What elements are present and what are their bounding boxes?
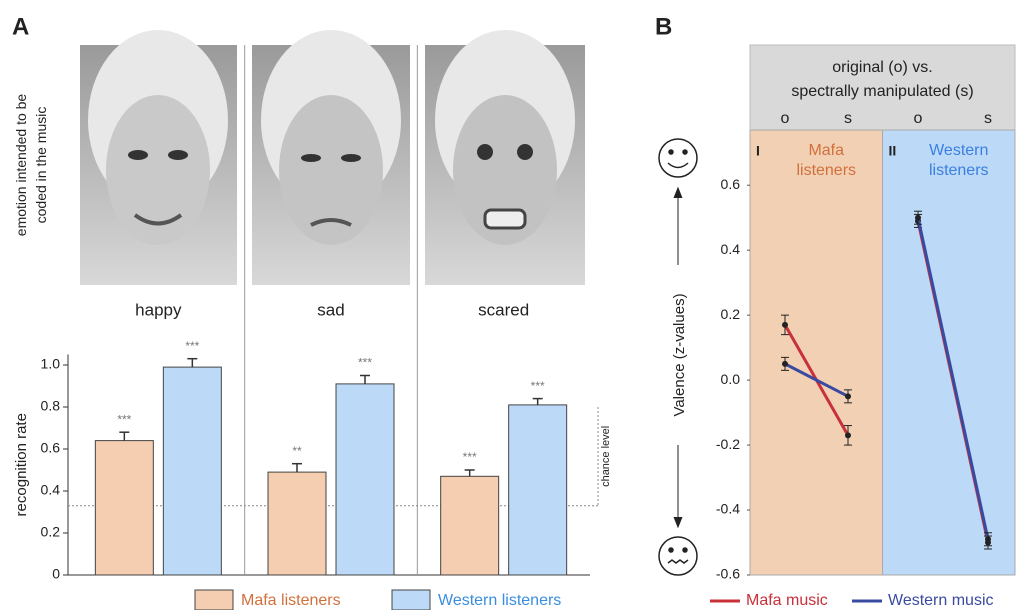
- y-tick-label: 0.8: [41, 398, 61, 414]
- point: [845, 432, 851, 439]
- y-tick-label: -0.6: [716, 566, 740, 582]
- bar: [440, 475, 500, 576]
- panel-title: listeners: [929, 162, 989, 179]
- x-tick-label: s: [984, 110, 992, 127]
- x-tick-label: o: [781, 110, 790, 127]
- header-text: original (o) vs.: [832, 59, 932, 76]
- top-label-line: emotion intended to be: [13, 94, 29, 237]
- valence-arrow: [673, 186, 683, 529]
- y-axis-label: Valence (z-values): [671, 293, 688, 416]
- panel-bg: [749, 129, 883, 576]
- significance: ***: [463, 450, 477, 464]
- smiley-unhappy: [658, 536, 698, 576]
- y-tick-label: 0.6: [41, 440, 61, 456]
- significance: ***: [117, 412, 131, 426]
- bar: [335, 383, 395, 576]
- point: [845, 393, 851, 400]
- category-label: sad: [317, 300, 344, 319]
- x-tick-label: o: [914, 110, 923, 127]
- significance: ***: [358, 356, 372, 370]
- legend-label: Mafa music: [746, 592, 828, 609]
- smiley-happy: [658, 138, 698, 178]
- point: [985, 536, 991, 543]
- legend-label: Western listeners: [438, 592, 561, 609]
- top-label: emotion intended to be coded in the music: [13, 94, 49, 237]
- y-tick-label: 0.6: [721, 176, 741, 192]
- significance: **: [292, 444, 302, 458]
- y-tick-label: 1.0: [41, 356, 61, 372]
- panel-title: Western: [929, 142, 988, 159]
- point: [915, 214, 921, 221]
- y-tick-label: 0.0: [721, 371, 741, 387]
- panel-title: Mafa: [808, 142, 844, 159]
- panel-numeral: II: [889, 143, 897, 159]
- y-tick-label: -0.4: [716, 501, 740, 517]
- face-sad: [252, 30, 410, 285]
- header-text: spectrally manipulated (s): [791, 83, 973, 100]
- y-axis-label: recognition rate: [13, 413, 30, 516]
- category-label: scared: [478, 300, 529, 319]
- y-tick-label: 0.4: [41, 482, 61, 498]
- point: [782, 360, 788, 367]
- face-photos: [80, 30, 585, 285]
- panel-label: B: [655, 13, 672, 40]
- panel-label: A: [12, 13, 29, 40]
- legend-label: Mafa listeners: [241, 592, 341, 609]
- legend-swatch: [194, 589, 234, 611]
- y-tick-label: 0.4: [721, 241, 741, 257]
- chance-label: chance level: [600, 426, 612, 487]
- face-happy: [80, 30, 237, 285]
- y-tick-label: -0.2: [716, 436, 740, 452]
- significance: ***: [531, 379, 545, 393]
- y-tick-label: 0.2: [721, 306, 741, 322]
- bar: [162, 366, 222, 576]
- bar: [267, 471, 327, 576]
- bar: [508, 404, 568, 576]
- panel-title: listeners: [796, 162, 856, 179]
- x-tick-label: s: [844, 110, 852, 127]
- panel-numeral: I: [756, 143, 760, 159]
- header-box: [749, 44, 1016, 131]
- legend-swatch: [391, 589, 431, 611]
- legend-label: Western music: [888, 592, 994, 609]
- significance: ***: [185, 339, 199, 353]
- face-scared: [425, 30, 585, 285]
- y-tick-label: 0.2: [41, 524, 61, 540]
- y-tick-label: 0: [52, 566, 60, 582]
- bar: [94, 440, 154, 576]
- top-label-line: coded in the music: [33, 107, 49, 224]
- point: [782, 321, 788, 328]
- series-line: [916, 217, 990, 540]
- series-line: [784, 362, 849, 398]
- category-label: happy: [135, 300, 182, 319]
